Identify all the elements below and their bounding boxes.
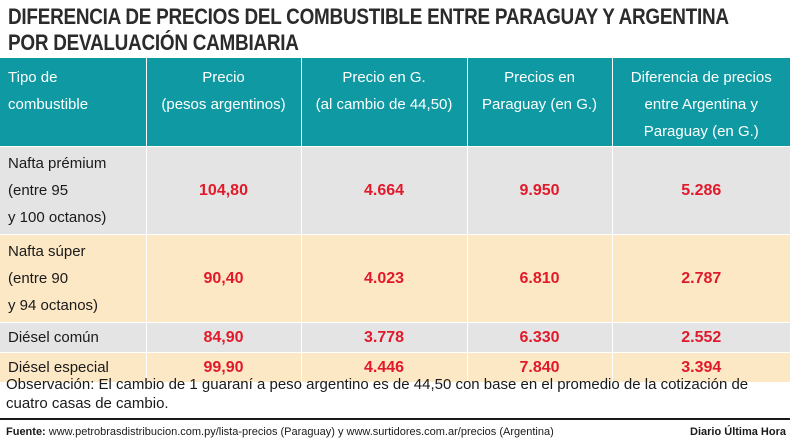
header-price-difference: Diferencia de precios entre Argentina y …: [612, 58, 790, 147]
header-text: Precios en: [504, 69, 575, 86]
source-footer: Fuente: www.petrobrasdistribucion.com.py…: [6, 424, 786, 440]
price-paraguay-cell: 6.330: [467, 322, 613, 353]
source-label: Fuente:: [6, 426, 46, 438]
footer-divider: [0, 418, 790, 420]
price-difference-cell: 3.394: [612, 352, 790, 383]
price-table: Tipo de combustible Precio (pesos argent…: [0, 58, 790, 383]
table-row: Diésel especial 99,90 4.446 7.840 3.394: [0, 352, 790, 383]
infographic-title: DIFERENCIA DE PRECIOS DEL COMBUSTIBLE EN…: [8, 4, 729, 55]
price-table-container: Tipo de combustible Precio (pesos argent…: [0, 58, 790, 383]
header-text: (al cambio de 44,50): [315, 96, 453, 113]
fuel-name-detail: y 100 octanos): [8, 208, 107, 226]
table-row: Nafta súper (entre 90 y 94 octanos) 90,4…: [0, 234, 790, 323]
fuel-name-detail: (entre 90: [8, 269, 69, 287]
header-text: combustible: [8, 96, 89, 113]
price-difference-cell: 5.286: [612, 146, 790, 235]
price-pyg-cell: 3.778: [301, 322, 468, 353]
header-text: Paraguay (en G.): [643, 123, 759, 140]
table-row: Nafta prémium (entre 95 y 100 octanos) 1…: [0, 146, 790, 235]
fuel-name-cell: Diésel común: [0, 322, 147, 353]
price-ars-cell: 90,40: [146, 234, 302, 323]
price-pyg-cell: 4.023: [301, 234, 468, 323]
header-price-ars: Precio (pesos argentinos): [146, 58, 302, 147]
fuel-name-cell: Nafta súper (entre 90 y 94 octanos): [0, 234, 147, 323]
header-text: Diferencia de precios: [630, 69, 772, 86]
observation-note: Observación: El cambio de 1 guaraní a pe…: [6, 376, 749, 412]
price-paraguay-cell: 7.840: [467, 352, 613, 383]
fuel-name-detail: y 94 octanos): [8, 296, 99, 314]
header-fuel-type: Tipo de combustible: [0, 58, 147, 147]
fuel-name-cell: Diésel especial: [0, 352, 147, 383]
price-ars-cell: 99,90: [146, 352, 302, 383]
fuel-name-detail: (entre 95: [8, 181, 69, 199]
table-row: Diésel común 84,90 3.778 6.330 2.552: [0, 322, 790, 353]
table-header-row: Tipo de combustible Precio (pesos argent…: [0, 58, 790, 147]
header-text: (pesos argentinos): [161, 96, 286, 113]
header-text: Precio: [202, 69, 245, 86]
fuel-name-cell: Nafta prémium (entre 95 y 100 octanos): [0, 146, 147, 235]
fuel-name: Nafta súper: [8, 242, 86, 260]
price-difference-cell: 2.787: [612, 234, 790, 323]
header-price-pyg: Precio en G. (al cambio de 44,50): [301, 58, 468, 147]
price-ars-cell: 104,80: [146, 146, 302, 235]
header-text: Paraguay (en G.): [481, 96, 598, 113]
price-paraguay-cell: 6.810: [467, 234, 613, 323]
price-ars-cell: 84,90: [146, 322, 302, 353]
price-pyg-cell: 4.446: [301, 352, 468, 383]
header-text: Tipo de: [8, 69, 58, 86]
price-pyg-cell: 4.664: [301, 146, 468, 235]
header-price-paraguay: Precios en Paraguay (en G.): [467, 58, 613, 147]
header-text: entre Argentina y: [644, 96, 758, 113]
source-text: www.petrobrasdistribucion.com.py/lista-p…: [48, 426, 554, 438]
publisher-credit: Diario Última Hora: [690, 426, 786, 438]
header-text: Precio en G.: [342, 69, 426, 86]
fuel-name: Nafta prémium: [8, 154, 107, 172]
price-difference-cell: 2.552: [612, 322, 790, 353]
price-paraguay-cell: 9.950: [467, 146, 613, 235]
